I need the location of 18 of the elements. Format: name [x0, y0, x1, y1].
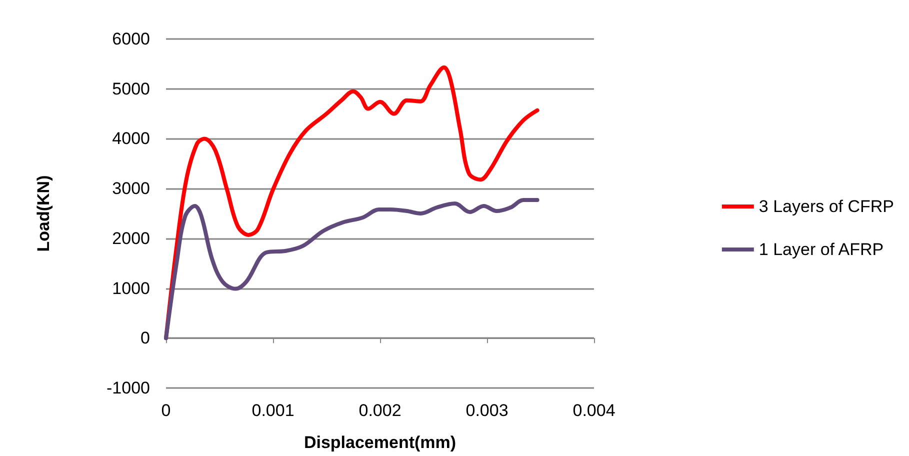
- x-tick-label: 0: [161, 401, 171, 420]
- y-tick-label: 4000: [112, 129, 150, 148]
- legend-label: 1 Layer of AFRP: [758, 240, 884, 259]
- y-tick-label: 2000: [112, 228, 150, 248]
- y-tick-label: 1000: [112, 278, 150, 298]
- y-axis-title: Load(KN): [34, 175, 53, 252]
- y-tick-label: 0: [140, 328, 150, 348]
- y-tick-label: 6000: [112, 30, 150, 48]
- x-tick-label: 0.003: [466, 401, 508, 420]
- x-tick-label: 0.004: [572, 401, 616, 420]
- y-tick-label: 5000: [112, 79, 150, 98]
- y-tick-label: -1000: [106, 378, 150, 398]
- legend-label: 3 Layers of CFRP: [758, 197, 894, 216]
- x-axis-title: Displacement(mm): [304, 433, 456, 452]
- line-series: [164, 198, 540, 340]
- y-tick-label: 3000: [112, 179, 150, 198]
- x-tick-label: 0.001: [252, 401, 294, 420]
- x-tick-label: 0.002: [358, 401, 402, 420]
